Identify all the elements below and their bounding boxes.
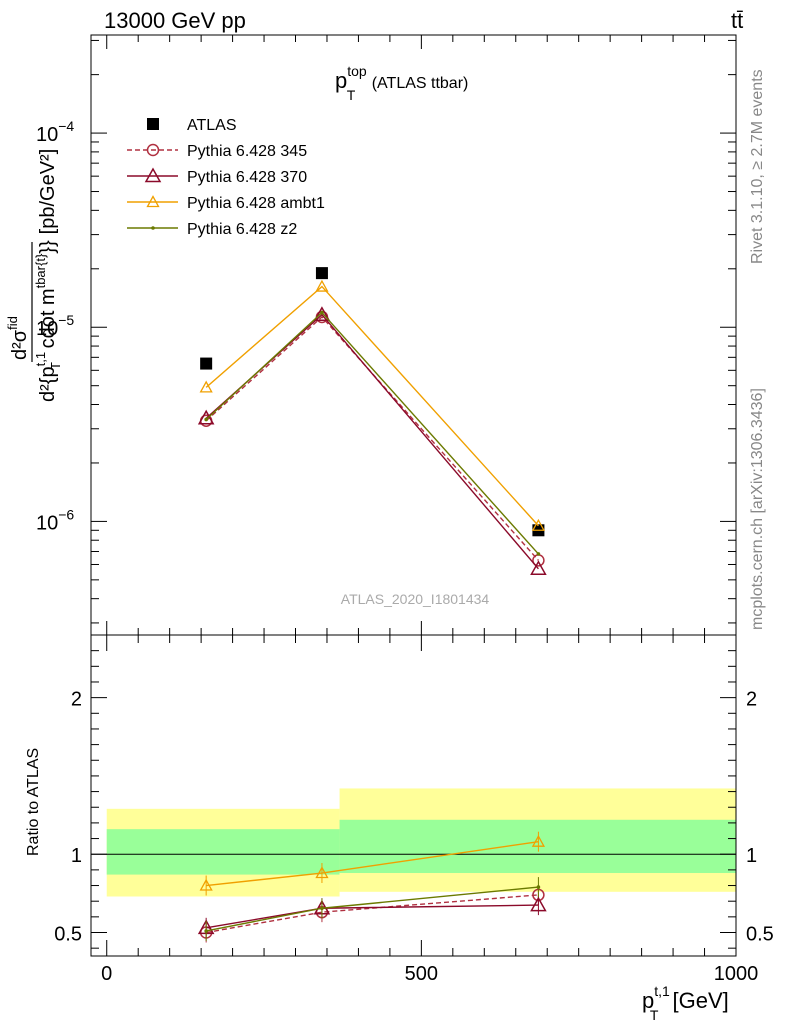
legend-label: Pythia 6.428 345 [187,143,307,160]
rivet-label: Rivet 3.1.10, ≥ 2.7M events [749,69,766,264]
main-point [199,380,213,393]
legend-entry-1: Pythia 6.428 345 [127,143,307,160]
ratio-series-2 [199,831,546,896]
main-point [315,279,329,292]
main-y-tick-label: 10−5 [36,312,74,340]
ratio-point [536,885,541,889]
process-label: tt̄ [731,8,743,33]
main-series-line [205,315,539,561]
legend: ATLAS Pythia 6.428 345 Pythia 6.428 370 Pyt… [127,117,325,238]
y-label-denominator: d²{pt,1T cdot mtbar{t}}}[pb/GeV²] [33,149,63,402]
ratio-y-tick-label-right: 2 [746,689,757,711]
x-tick-label: 1000 [714,963,759,985]
main-point [313,306,331,321]
legend-marker [146,143,160,157]
legend-label: Pythia 6.428 z2 [187,221,297,238]
ratio-band-inner [106,829,340,875]
ratio-point [320,906,324,911]
ratio-point [199,878,213,891]
ratio-frame [90,634,737,957]
mcplots-label: mcplots.cern.ch [arXiv:1306.3436] [749,388,766,630]
main-point [536,552,541,556]
main-series-1 [199,310,545,567]
y-label-numerator: d²σfid [5,316,31,360]
main-series-line [205,311,539,555]
analysis-watermark: ATLAS_2020_I1801434 [341,591,490,607]
main-title: ptop T (ATLAS ttbar) [335,63,468,103]
legend-entry-4: Pythia 6.428 z2 [127,221,297,238]
main-point [530,560,547,576]
legend-marker [144,167,162,183]
main-point [531,518,546,531]
energy-label: 13000 GeV pp [104,8,246,33]
main-series-0 [200,267,545,537]
main-point [320,310,324,315]
x-axis-label: pt,1 T [GeV] [642,983,729,1023]
ratio-series-group [197,831,547,943]
main-y-tick-label: 10−4 [36,118,74,146]
legend-entry-0: ATLAS [147,117,237,134]
ratio-y-tick-label-right: 1 [746,845,757,867]
ratio-point [530,896,547,912]
main-series-line [205,313,539,570]
main-point [197,409,215,425]
main-series-group [197,267,547,576]
ratio-point [204,929,208,933]
ratio-y-tick-label-left: 2 [71,689,82,711]
ratio-y-tick-label-left: 1 [71,845,82,867]
ratio-y-label: Ratio to ATLAS [25,748,42,856]
main-series-3 [199,279,546,531]
legend-entry-2: Pythia 6.428 370 [127,167,307,186]
x-tick-label: 0 [101,963,112,985]
main-point [204,417,208,422]
ratio-y-tick-label-left: 0.5 [54,924,82,946]
legend-marker [151,226,155,230]
ratio-panel: 0.5 0.5 1 1 2 2 0 500 1000 Ratio to ATLAS pt,1 T … [25,634,774,1023]
ratio-point [315,866,329,879]
main-series-line [205,285,539,527]
ratio-series-1 [197,895,547,938]
ratio-point [531,834,546,847]
x-tick-label: 500 [405,963,438,985]
legend-marker [147,118,159,130]
legend-label: Pythia 6.428 370 [187,169,307,186]
legend-entry-3: Pythia 6.428 ambt1 [127,195,325,212]
main-series-4 [204,310,541,556]
ratio-series-line [206,894,539,934]
ratio-series-3 [204,877,541,941]
legend-label: Pythia 6.428 ambt1 [187,195,325,212]
main-point [315,267,328,280]
main-y-label: d²σfid d²{pt,1T cdot mtbar{t}}}[pb/GeV²] [5,149,63,402]
legend-label: ATLAS [187,117,237,134]
legend-marker [146,195,160,208]
main-panel: 10−6 10−5 10−4 ptop T (ATLAS ttbar) ATLAS_2… [5,34,737,636]
main-point [200,357,213,370]
ratio-y-tick-label-right: 0.5 [746,924,774,946]
main-y-tick-label: 10−6 [36,506,74,534]
